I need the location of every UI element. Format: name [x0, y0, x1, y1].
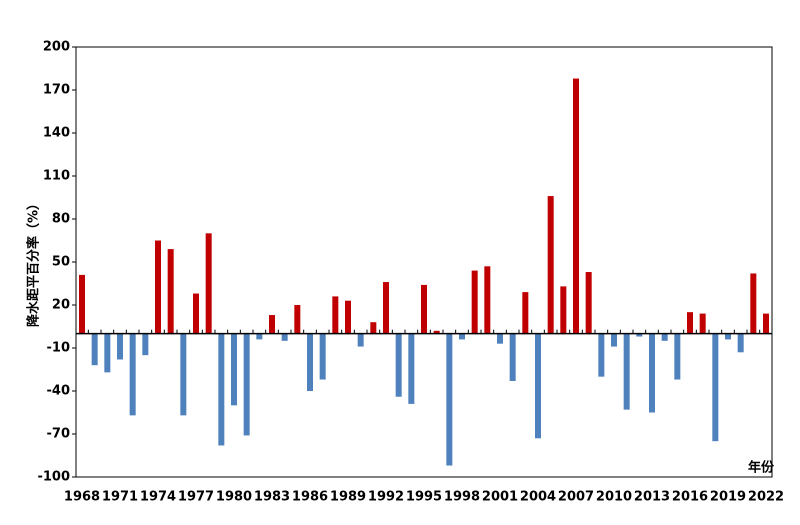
x-tick-label: 1968 [64, 490, 100, 505]
bar [79, 274, 85, 334]
bar [484, 266, 491, 334]
bar [433, 330, 440, 334]
bar [522, 292, 529, 334]
bar [509, 333, 516, 381]
bar [611, 333, 617, 347]
bar [699, 313, 706, 334]
bar [193, 293, 199, 334]
y-tick-label: 170 [43, 83, 70, 98]
x-tick-label: 2004 [520, 490, 556, 505]
y-tick-label: 50 [52, 255, 70, 270]
bar [357, 333, 364, 347]
bar [155, 240, 161, 334]
bar [104, 333, 111, 373]
bar [459, 333, 465, 340]
bar [547, 196, 554, 334]
x-tick-label: 2010 [596, 490, 632, 505]
bar [117, 333, 123, 360]
x-tick-label: 1983 [254, 490, 290, 505]
bar [737, 333, 744, 353]
x-axis-label: 年份 [748, 460, 775, 476]
bar [281, 333, 288, 341]
bar [243, 333, 250, 436]
y-tick-label: 80 [52, 212, 70, 227]
x-tick-label: 1995 [406, 490, 442, 505]
x-tick-label: 2019 [710, 490, 746, 505]
y-tick-label: 110 [43, 169, 70, 184]
bar [636, 333, 643, 337]
x-tick-label: 2016 [672, 490, 708, 505]
bar [661, 333, 668, 341]
bar [421, 284, 427, 334]
y-tick-label: 140 [43, 126, 70, 141]
x-tick-label: 1989 [330, 490, 366, 505]
bar [446, 333, 453, 466]
y-tick-label: 200 [43, 40, 70, 55]
bar [218, 333, 225, 446]
bar [408, 333, 415, 404]
bar [205, 233, 212, 334]
bar [370, 322, 377, 334]
bar [383, 282, 389, 334]
bar [180, 333, 187, 416]
x-tick-label: 1992 [368, 490, 404, 505]
bar [91, 333, 98, 366]
bar [535, 333, 541, 439]
bar [725, 333, 731, 340]
bar [763, 313, 769, 334]
x-tick-label: 1986 [292, 490, 328, 505]
bar [585, 272, 592, 334]
bar [269, 315, 275, 334]
bar [750, 273, 757, 334]
x-tick-label: 1974 [140, 490, 176, 505]
bar [623, 333, 630, 410]
bar [497, 333, 503, 344]
x-tick-label: 1998 [444, 490, 480, 505]
bar [307, 333, 313, 391]
bar [332, 296, 339, 334]
bar [471, 270, 478, 334]
y-axis-label: 降水距平百分率（%） [26, 197, 42, 327]
bar [167, 249, 174, 334]
bar [256, 333, 263, 340]
bar [598, 333, 605, 377]
x-tick-label: 1971 [102, 490, 138, 505]
x-tick-label: 1980 [216, 490, 252, 505]
bar [294, 305, 301, 334]
y-tick-label: 20 [52, 298, 70, 313]
x-tick-label: 2013 [634, 490, 670, 505]
x-tick-label: 2001 [482, 490, 518, 505]
x-tick-label: 2007 [558, 490, 594, 505]
bar [395, 333, 402, 397]
x-tick-label: 1977 [178, 490, 214, 505]
y-tick-label: -40 [47, 384, 71, 399]
bar [573, 78, 579, 334]
y-tick-label: -10 [47, 341, 71, 356]
bar [129, 333, 136, 416]
bar [560, 286, 567, 334]
y-tick-label: -70 [47, 427, 71, 442]
bar [674, 333, 681, 380]
x-tick-label: 2022 [748, 490, 784, 505]
bar [319, 333, 326, 380]
y-tick-label: -100 [37, 470, 70, 485]
bar [142, 333, 149, 356]
bar [712, 333, 719, 442]
bar [345, 300, 351, 334]
bar [687, 312, 693, 334]
bar [649, 333, 655, 413]
bar [231, 333, 237, 406]
